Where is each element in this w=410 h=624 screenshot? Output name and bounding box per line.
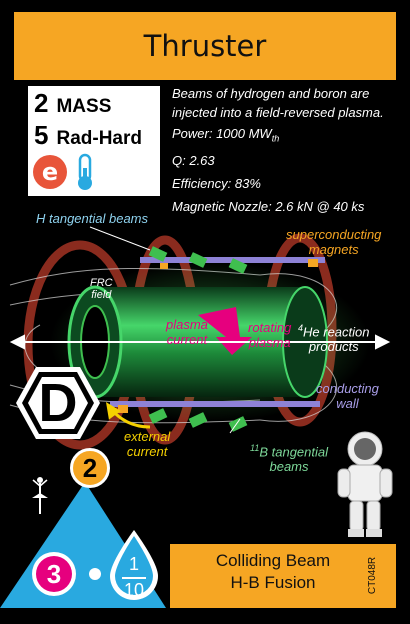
label-sc-magnets: superconducting magnets [286, 227, 381, 257]
upgrade-badge: 2 [70, 448, 110, 488]
label-frc-field: FRC field [90, 277, 113, 301]
power-text: Power: 1000 MW [172, 126, 272, 141]
label-he-prefix: 4 [298, 323, 304, 333]
label-frc-1: FRC [90, 277, 113, 289]
label-external-1: external [124, 429, 171, 444]
label-he-1: 4He reaction [298, 321, 370, 339]
external-current-arrow [105, 402, 151, 429]
label-b-prefix: 11 [250, 443, 260, 453]
card-title: Thruster [143, 29, 267, 63]
label-external-2: current [126, 444, 168, 459]
fuel-numerator: 1 [128, 554, 139, 574]
bottom-bar [170, 544, 396, 608]
fuel-denominator: 10 [123, 580, 145, 600]
label-sc-magnets-1: superconducting [286, 227, 382, 242]
label-conducting-2: wall [336, 396, 359, 411]
bottom-line-1: Colliding Beam [215, 551, 331, 570]
label-he-2: products [308, 339, 359, 355]
hexagon-icon [16, 367, 100, 439]
type-letter: D [38, 373, 78, 433]
description-line-1: Beams of hydrogen and boron are [172, 86, 370, 101]
electric-e-icon: e [33, 155, 67, 189]
bottom-line-2: H-B Fusion [230, 573, 316, 592]
leader-lines [89, 226, 241, 434]
svg-text:e: e [42, 158, 58, 186]
nozzle-line: Magnetic Nozzle: 2.6 kN @ 40 ks [172, 198, 365, 214]
diagram-art [9, 226, 393, 537]
efficiency-line: Efficiency: 83% [172, 175, 261, 191]
stat-icons: e [33, 153, 92, 190]
label-b-2: beams [269, 459, 309, 475]
thruster-diagram: H tangential beams superconducting magne… [0, 205, 410, 545]
astronaut-icon [337, 431, 393, 537]
label-external-current: external current [124, 429, 170, 459]
bottom-title: Colliding Beam H-B Fusion [180, 550, 366, 594]
upgrade-level: 2 [82, 453, 98, 483]
label-h-beams: H tangential beams [36, 211, 149, 226]
q-line: Q: 2.63 [172, 152, 215, 168]
label-rotating-2: plasma [248, 335, 291, 350]
mass-label: MASS [56, 96, 112, 117]
description-line-2: injected into a field-reversed plasma. [172, 105, 384, 120]
power-line: Power: 1000 MWth [172, 124, 396, 149]
fuel-drop-icon [110, 530, 158, 600]
card-id-text: CT048R [367, 556, 379, 595]
mass-value: 2 [34, 88, 49, 118]
label-he-products: 4He reaction products [298, 321, 370, 354]
label-b-1: 11B tangential [250, 441, 328, 459]
label-conducting-wall: conducting wall [316, 381, 379, 411]
label-b-text: B tangential [259, 444, 329, 460]
label-frc-2: field [91, 289, 112, 301]
type-badge: D [14, 364, 102, 442]
title-bar: Thruster [14, 12, 396, 80]
label-rotating-1: rotating [248, 320, 292, 335]
power-sub: th [271, 133, 280, 144]
card-id: CT048R [367, 552, 388, 604]
label-plasma-current: plasma current [166, 317, 208, 347]
label-sc-magnets-2: magnets [308, 242, 359, 257]
label-plasma-current-1: plasma [166, 317, 208, 332]
label-conducting-1: conducting [316, 381, 379, 396]
thrust-value: 3 [46, 559, 62, 589]
rad-hard-label: Rad-Hard [56, 128, 142, 149]
rad-hard-stat: 5 Rad-Hard [34, 120, 142, 151]
ballerina-icon [32, 477, 48, 514]
label-rotating-plasma: rotating plasma [248, 320, 291, 350]
label-b-beams: 11B tangential beams [250, 441, 328, 474]
stats-box: 2 MASS 5 Rad-Hard e [28, 86, 160, 196]
label-he-text: He reaction [303, 324, 370, 340]
label-plasma-current-2: current [166, 332, 208, 347]
thermometer-icon [78, 153, 92, 190]
mass-stat: 2 MASS [34, 88, 111, 119]
thrust-badge: 3 [32, 552, 76, 596]
description: Beams of hydrogen and boron are injected… [172, 84, 396, 216]
axis-arrow [9, 334, 391, 350]
separator-dot [89, 568, 101, 580]
rad-hard-value: 5 [34, 120, 49, 150]
